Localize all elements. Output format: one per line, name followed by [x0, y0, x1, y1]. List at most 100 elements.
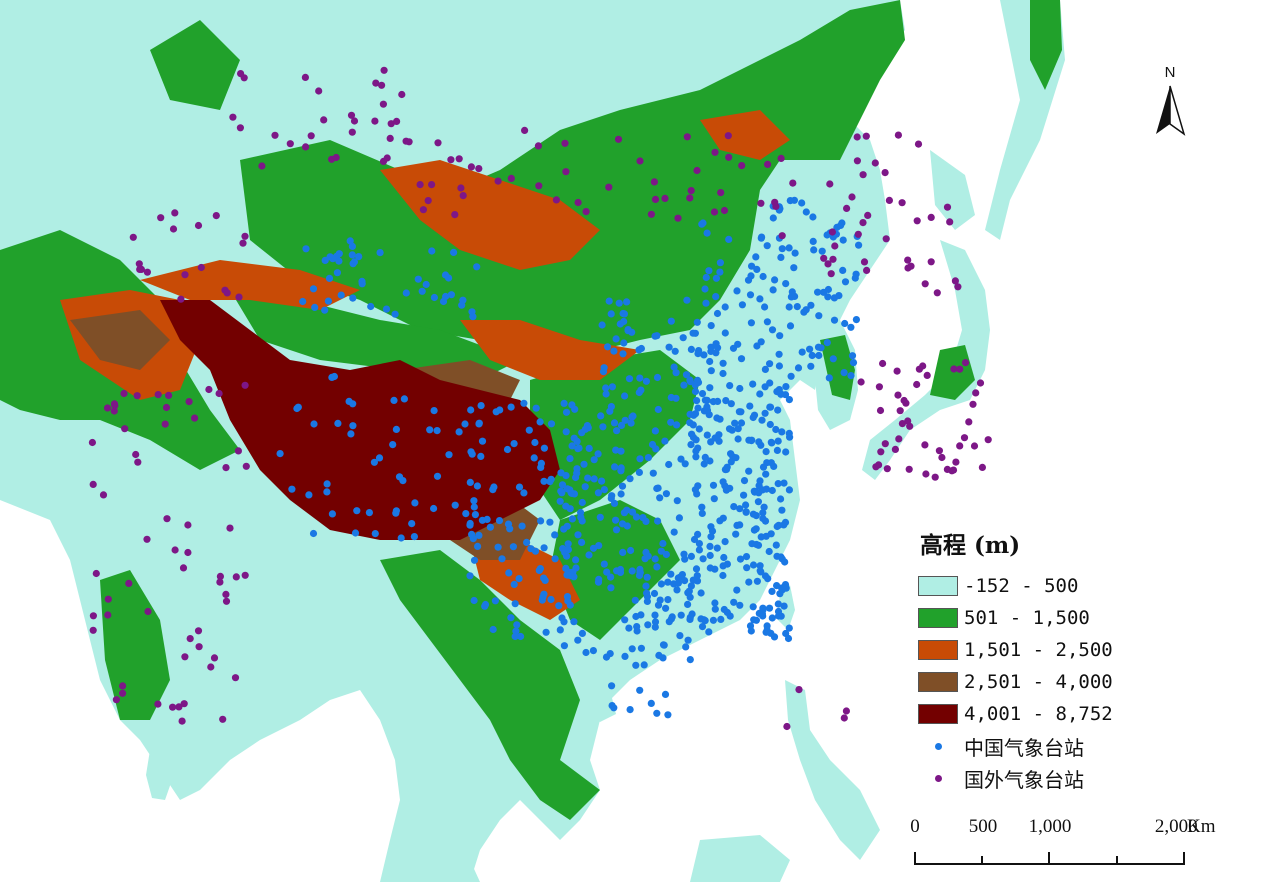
china-station-dot	[451, 501, 459, 509]
china-station-dot	[547, 475, 555, 483]
china-station-dot	[389, 441, 397, 449]
china-station-dot	[370, 458, 378, 466]
china-station-dot	[707, 367, 715, 375]
china-station-dot	[742, 508, 750, 516]
foreign-station-dot	[386, 134, 394, 142]
china-station-dot	[620, 317, 628, 326]
china-station-dot	[682, 643, 690, 651]
foreign-station-dot	[163, 515, 171, 523]
foreign-station-dot	[574, 198, 582, 207]
china-station-dot	[563, 593, 572, 601]
china-station-dot	[430, 504, 438, 513]
china-station-dot	[721, 482, 729, 490]
china-station-dot	[651, 555, 659, 563]
foreign-station-dot	[913, 217, 921, 225]
china-station-dot	[694, 530, 702, 539]
china-station-dot	[349, 400, 357, 408]
china-station-dot	[628, 508, 637, 516]
china-station-dot	[721, 329, 729, 337]
legend-row-elevation-3: 1,501 - 2,500	[918, 634, 1248, 666]
china-station-dot	[520, 399, 528, 407]
china-station-dot	[305, 491, 313, 499]
china-station-dot	[762, 448, 770, 456]
china-station-dot	[585, 444, 593, 452]
foreign-station-dot	[895, 435, 903, 443]
foreign-station-dot	[157, 214, 165, 222]
foreign-station-dot	[110, 400, 119, 408]
china-station-dot	[698, 509, 706, 517]
china-station-dot	[702, 273, 710, 282]
china-station-dot	[578, 629, 587, 638]
foreign-station-dot	[229, 113, 237, 121]
china-station-dot	[761, 517, 770, 525]
foreign-station-dot	[125, 579, 133, 588]
china-station-dot	[793, 303, 801, 311]
china-station-dot	[687, 441, 695, 449]
foreign-station-dot	[922, 470, 930, 478]
china-station-dot	[531, 438, 539, 447]
china-station-dot	[770, 633, 779, 641]
china-station-dot	[642, 377, 651, 385]
china-station-dot	[639, 514, 647, 522]
map-legend: 高程 (m) -152 - 500 501 - 1,500 1,501 - 2,…	[918, 526, 1248, 794]
china-station-dot	[673, 497, 681, 505]
china-station-dot	[746, 402, 754, 410]
china-station-dot	[736, 555, 745, 563]
china-station-dot	[841, 278, 850, 286]
foreign-station-dot	[951, 277, 960, 285]
china-station-dot	[653, 709, 661, 717]
foreign-station-dot	[972, 389, 980, 397]
china-station-dot	[659, 654, 667, 662]
china-station-dot	[621, 652, 629, 661]
foreign-station-dot	[693, 166, 701, 175]
china-station-dot	[693, 490, 701, 498]
china-station-dot	[768, 587, 776, 596]
china-station-dot	[355, 253, 363, 261]
china-station-dot	[335, 257, 343, 265]
china-station-dot	[677, 611, 685, 619]
foreign-station-dot	[135, 260, 143, 268]
china-station-dot	[787, 372, 795, 380]
china-station-dot	[466, 572, 474, 580]
foreign-station-dot	[954, 283, 962, 291]
china-station-dot	[847, 372, 855, 380]
foreign-station-dot	[144, 607, 152, 616]
china-station-dot	[574, 636, 582, 644]
china-station-dot	[773, 522, 781, 531]
china-station-dot	[585, 551, 593, 559]
china-station-dot	[686, 376, 694, 384]
china-station-dot	[761, 365, 770, 373]
china-station-dot	[470, 503, 478, 511]
china-station-dot	[773, 582, 781, 590]
china-station-dot	[786, 322, 795, 330]
china-station-dot	[761, 303, 769, 311]
china-station-dot	[762, 470, 770, 478]
china-station-dot	[709, 616, 718, 624]
china-station-dot	[774, 600, 782, 608]
china-station-dot	[673, 586, 681, 594]
foreign-station-dot	[894, 131, 903, 139]
china-station-dot	[662, 550, 671, 559]
china-station-dot	[531, 547, 540, 555]
foreign-station-dot	[661, 194, 669, 202]
china-station-dot	[707, 533, 715, 541]
china-station-dot	[656, 596, 664, 604]
china-station-dot	[535, 566, 543, 575]
china-station-dot	[830, 316, 839, 324]
foreign-station-dot	[416, 181, 424, 189]
foreign-station-dot	[896, 407, 904, 415]
china-station-dot	[636, 455, 644, 463]
china-station-dot	[699, 555, 707, 563]
china-station-dot	[595, 542, 603, 550]
china-station-dot	[450, 248, 458, 256]
china-station-dot	[615, 299, 623, 307]
china-station-dot	[562, 564, 570, 573]
china-station-dot	[353, 507, 361, 515]
china-station-dot	[785, 624, 793, 632]
foreign-station-dot	[882, 235, 890, 243]
china-station-dot	[675, 514, 684, 522]
china-station-dot	[496, 406, 504, 414]
foreign-stations-layer	[88, 66, 992, 731]
foreign-station-dot	[171, 546, 179, 554]
china-station-dot	[572, 564, 580, 572]
